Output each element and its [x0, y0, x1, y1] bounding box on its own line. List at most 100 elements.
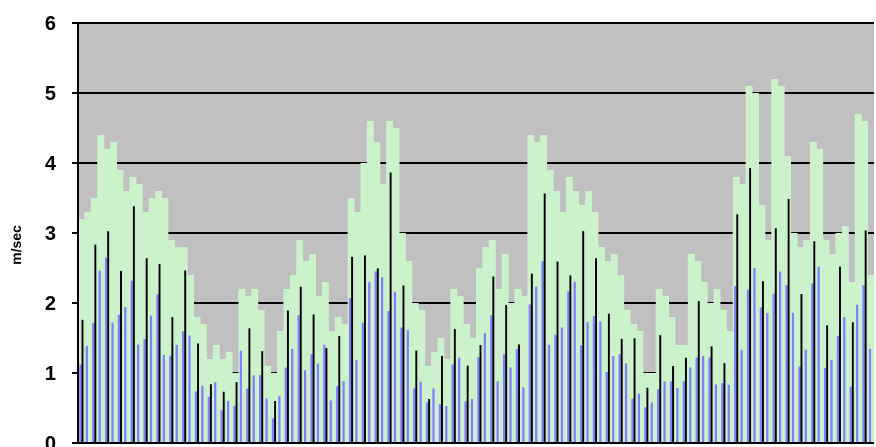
- bar-trace: [261, 351, 264, 443]
- y-tick-label: 1: [45, 363, 56, 385]
- bar: [636, 331, 644, 443]
- bar: [238, 289, 246, 443]
- bar: [257, 310, 265, 443]
- bar-body: [334, 317, 342, 443]
- bar-trace: [479, 345, 482, 443]
- bar-core: [624, 363, 628, 443]
- bar-trace: [543, 193, 546, 443]
- bar-core: [817, 266, 820, 443]
- bar: [161, 198, 169, 443]
- bar-core: [843, 317, 846, 443]
- bar-body: [854, 114, 862, 443]
- bar-core: [637, 393, 641, 443]
- bar-core: [162, 354, 165, 443]
- bar-core: [380, 277, 384, 443]
- bar: [662, 296, 670, 443]
- bar-trace: [325, 348, 328, 443]
- bar-trace: [851, 322, 854, 443]
- bar-core: [284, 367, 287, 443]
- bar-core: [759, 307, 762, 443]
- bar-core: [117, 314, 121, 443]
- bar-core: [413, 388, 416, 443]
- bar-core: [111, 322, 114, 443]
- bar-trace: [338, 335, 341, 443]
- bar-trace: [441, 355, 443, 443]
- bar-core: [207, 396, 210, 443]
- bar-core: [342, 381, 345, 443]
- bar: [315, 296, 323, 443]
- bar: [816, 149, 824, 443]
- bar: [193, 317, 201, 443]
- bar-core: [316, 363, 320, 443]
- bar: [219, 359, 227, 443]
- bar: [328, 331, 336, 443]
- bar: [835, 233, 843, 443]
- bar-body: [771, 79, 779, 443]
- bar-core: [252, 375, 255, 443]
- bar-body: [719, 310, 727, 443]
- bar: [116, 170, 124, 443]
- bar-trace: [697, 301, 700, 443]
- bar: [155, 191, 162, 443]
- bar: [841, 226, 849, 443]
- bar: [411, 303, 419, 443]
- bar-trace: [800, 294, 803, 443]
- bar: [110, 142, 118, 443]
- bar: [302, 261, 310, 443]
- bar-core: [689, 367, 692, 443]
- bar-core: [400, 327, 403, 443]
- bar-core: [374, 271, 377, 443]
- bar: [289, 275, 297, 443]
- bar-core: [169, 355, 172, 443]
- bar: [270, 373, 278, 443]
- bar-core: [490, 315, 493, 443]
- bar: [354, 212, 361, 443]
- bar: [392, 128, 400, 443]
- bar-core: [143, 339, 146, 443]
- bar: [675, 345, 682, 443]
- bar-body: [392, 128, 400, 443]
- bar-body: [604, 261, 612, 443]
- bar-core: [181, 331, 185, 443]
- bar: [463, 324, 471, 443]
- bar: [418, 310, 426, 443]
- bar-body: [495, 289, 503, 443]
- bar: [78, 219, 85, 443]
- bar-core: [239, 350, 243, 443]
- bar-body: [386, 121, 394, 443]
- bar-core: [496, 381, 499, 443]
- bar: [822, 240, 830, 443]
- bar: [726, 331, 734, 443]
- bar-core: [502, 354, 506, 443]
- bar-body: [199, 324, 207, 443]
- bar-core: [811, 283, 814, 443]
- bar-core: [547, 344, 551, 443]
- bar-trace: [646, 387, 649, 443]
- bar: [514, 289, 522, 443]
- bar-body: [553, 191, 560, 443]
- bar-trace: [813, 241, 816, 443]
- bar-core: [297, 315, 300, 443]
- bar-body: [302, 261, 310, 443]
- bar-body: [687, 254, 695, 443]
- bar-core: [541, 261, 544, 443]
- bar-core: [329, 400, 332, 443]
- bar-core: [368, 282, 371, 443]
- bar-trace: [363, 255, 366, 443]
- bar-body: [822, 240, 830, 443]
- bar: [167, 240, 175, 443]
- bar-trace: [774, 228, 777, 443]
- bar: [597, 247, 605, 443]
- bar-trace: [684, 357, 687, 443]
- bar-trace: [299, 286, 302, 443]
- bar-trace: [749, 168, 752, 444]
- bar: [296, 240, 304, 443]
- bar: [450, 289, 458, 443]
- bar: [803, 240, 811, 443]
- bar-core: [98, 270, 101, 443]
- bar: [591, 212, 599, 443]
- bar: [861, 121, 869, 443]
- bar: [707, 303, 715, 443]
- bar-core: [657, 389, 660, 443]
- bar: [264, 366, 272, 443]
